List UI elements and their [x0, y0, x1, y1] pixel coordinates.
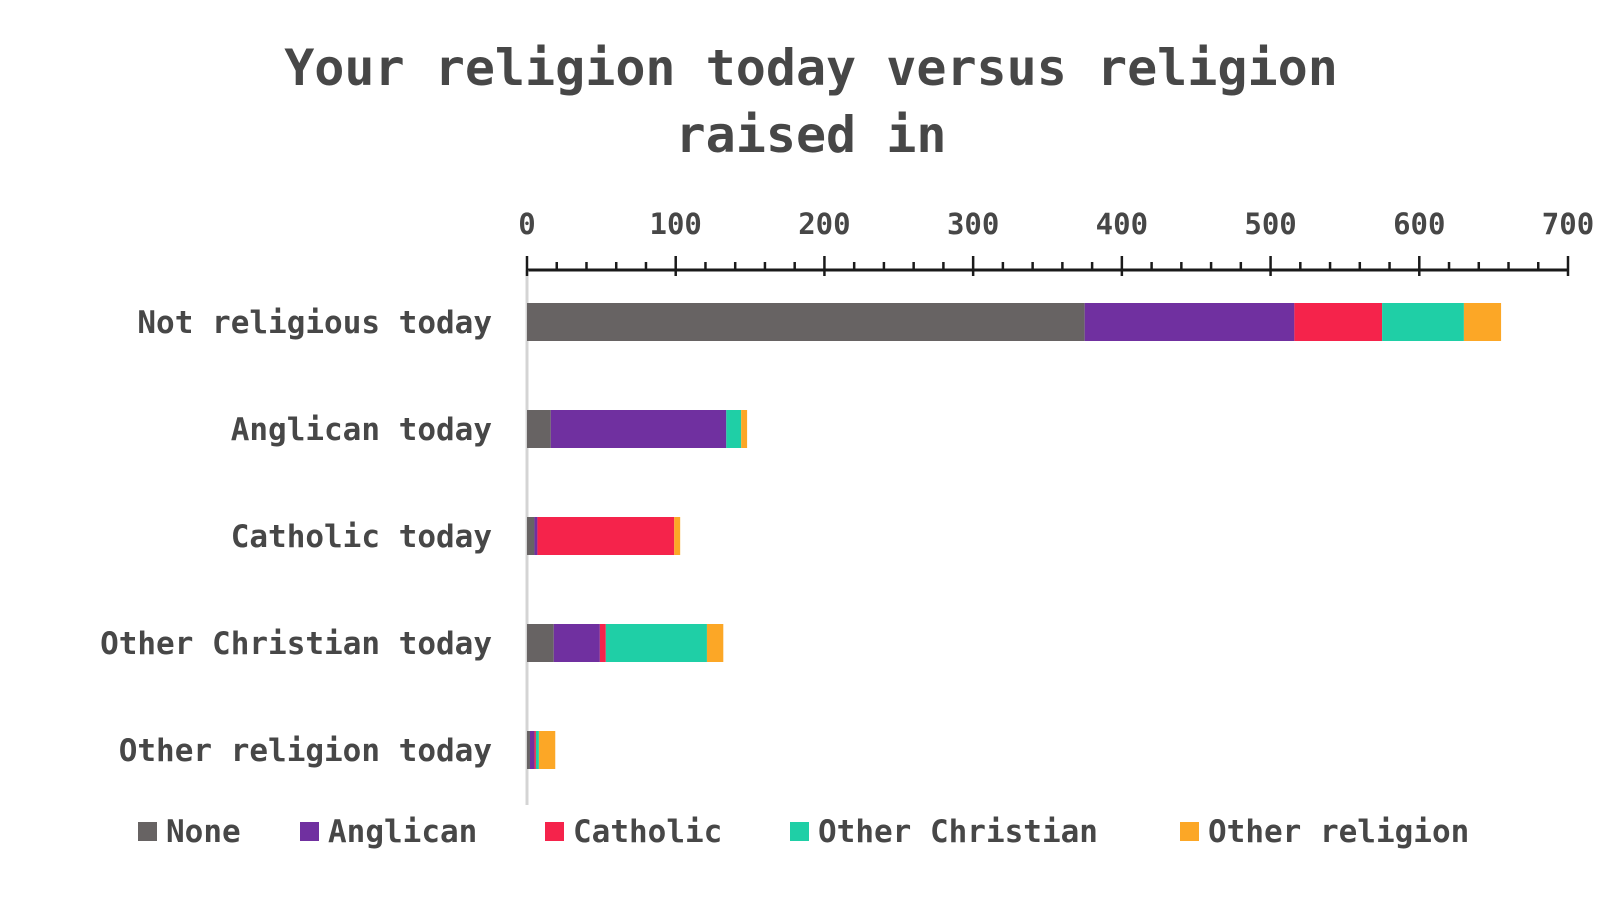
- bar-segment-anglican: [534, 517, 538, 555]
- x-tick-label: 200: [798, 207, 850, 241]
- legend-label: Catholic: [573, 814, 722, 850]
- bar-segment-none: [527, 303, 1085, 341]
- bar-segment-anglican: [529, 731, 535, 769]
- x-tick-label: 500: [1244, 207, 1296, 241]
- bar-segment-other-religion: [706, 624, 724, 662]
- bar-segment-catholic: [534, 731, 536, 769]
- category-label: Other religion today: [119, 733, 492, 769]
- legend-item: None: [138, 814, 241, 850]
- bar-segment-other-christian: [1382, 303, 1464, 341]
- x-tick-label: 600: [1393, 207, 1445, 241]
- category-label: Anglican today: [231, 412, 492, 448]
- legend-item: Anglican: [300, 814, 477, 850]
- chart-title-line-1: Your religion today versus religion: [284, 39, 1338, 97]
- legend-label: Other Christian: [818, 814, 1098, 850]
- bar-segment-other-religion: [538, 731, 556, 769]
- x-tick-label: 100: [650, 207, 702, 241]
- x-tick-label: 700: [1542, 207, 1594, 241]
- legend-item: Other religion: [1180, 814, 1469, 850]
- x-tick-label: 300: [947, 207, 999, 241]
- legend-label: Other religion: [1208, 814, 1469, 850]
- x-tick-label: 0: [518, 207, 535, 241]
- bar-segment-catholic: [1294, 303, 1383, 341]
- bar-segment-anglican: [550, 410, 727, 448]
- chart-title-line-2: raised in: [676, 106, 947, 164]
- bar-segment-other-christian: [605, 624, 707, 662]
- bar-segment-other-religion: [674, 517, 681, 555]
- category-label: Other Christian today: [100, 626, 492, 662]
- bar-segment-none: [527, 624, 554, 662]
- bar-segment-catholic: [599, 624, 606, 662]
- x-tick-label: 400: [1096, 207, 1148, 241]
- legend-item: Other Christian: [790, 814, 1098, 850]
- bar-segment-other-religion: [741, 410, 748, 448]
- bar-segment-other-christian: [726, 410, 742, 448]
- legend-swatch: [790, 822, 809, 841]
- bar-segment-none: [527, 731, 530, 769]
- legend-swatch: [1180, 822, 1199, 841]
- legend-item: Catholic: [545, 814, 722, 850]
- category-label: Catholic today: [231, 519, 492, 555]
- legend-swatch: [300, 822, 319, 841]
- legend-label: None: [166, 814, 241, 850]
- bar-segment-other-christian: [535, 731, 539, 769]
- legend-label: Anglican: [328, 814, 477, 850]
- x-axis: 0 100 200 300 400 500 600 700: [518, 207, 1594, 805]
- bar-segment-anglican: [553, 624, 600, 662]
- bar-segment-other-religion: [1463, 303, 1502, 341]
- bars: [527, 303, 1502, 769]
- bar-segment-catholic: [537, 517, 675, 555]
- legend: None Anglican Catholic Other Christian Other…: [138, 814, 1469, 850]
- legend-swatch: [545, 822, 564, 841]
- bar-segment-anglican: [1084, 303, 1295, 341]
- bar-segment-none: [527, 410, 551, 448]
- category-label: Not religious today: [137, 305, 492, 341]
- category-labels: Not religious today Anglican today Catholi…: [100, 305, 492, 769]
- bar-segment-none: [527, 517, 535, 555]
- chart-title: Your religion today versus religion rais…: [284, 39, 1338, 164]
- legend-swatch: [138, 822, 157, 841]
